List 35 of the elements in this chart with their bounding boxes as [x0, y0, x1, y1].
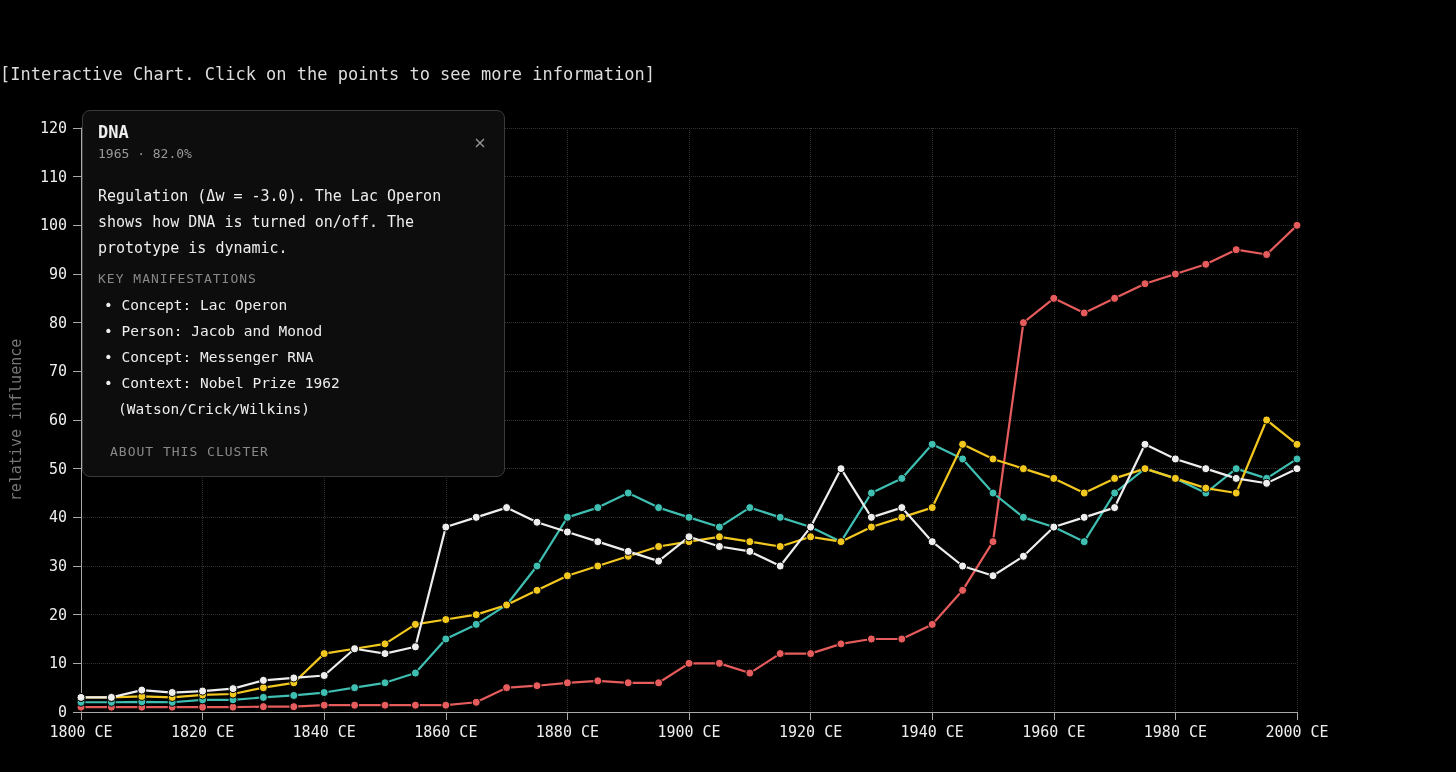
y-tick-label: 100 — [39, 216, 67, 235]
chart-title: [Interactive Chart. Click on the points to see more information] — [0, 64, 656, 84]
y-tick-label: 120 — [39, 119, 67, 137]
y-tick-label: 10 — [48, 654, 67, 673]
annotation: ABOUT THIS CLUSTER — [109, 443, 270, 461]
y-axis-title: relative influence — [6, 338, 25, 502]
annotation: Regulation (Δw = -3.0). The Lac Operon shows how DNA is turned on/off. The prototype is dynamic. — [98, 186, 443, 259]
x-tick-label: 1920 CE — [778, 722, 843, 741]
x-tick-label: 1860 CE — [414, 722, 478, 741]
x-tick-label: 1880 CE — [535, 722, 600, 741]
x-tick-label: 2000 CE — [1265, 722, 1329, 741]
y-tick-label: 60 — [48, 411, 67, 429]
x-tick-label: 1800 CE — [49, 722, 113, 741]
annotation: • Concept: Lac Operon — [104, 296, 289, 315]
annotation: • Context: Nobel Prize 1962 (Watson/Crick/Wilkins) — [104, 374, 341, 419]
y-tick-label: 80 — [48, 313, 67, 332]
annotation: • Concept: Messenger RNA — [104, 348, 315, 367]
annotation: • Person: Jacob and Monod — [104, 322, 324, 341]
y-tick-label: 40 — [48, 508, 67, 527]
annotation: DNA — [98, 122, 130, 142]
annotation: 1965 · 82.0% — [98, 146, 193, 161]
y-tick-label: 70 — [48, 362, 67, 381]
x-tick-label: 1840 CE — [292, 722, 356, 741]
x-tick-label: 1940 CE — [900, 722, 964, 741]
x-tick-label: 1960 CE — [1022, 722, 1086, 741]
x-tick-label: 1820 CE — [170, 722, 235, 741]
y-tick-label: 20 — [48, 605, 67, 624]
y-tick-label: 30 — [48, 557, 67, 575]
y-tick-label: 50 — [48, 459, 67, 478]
x-tick-label: 1980 CE — [1143, 722, 1208, 741]
annotation: KEY MANIFESTATIONS — [98, 271, 258, 286]
y-tick-label: 110 — [39, 167, 67, 186]
y-tick-label: 90 — [48, 265, 67, 283]
x-tick-label: 1900 CE — [657, 722, 721, 741]
y-tick-label: 0 — [57, 703, 67, 721]
